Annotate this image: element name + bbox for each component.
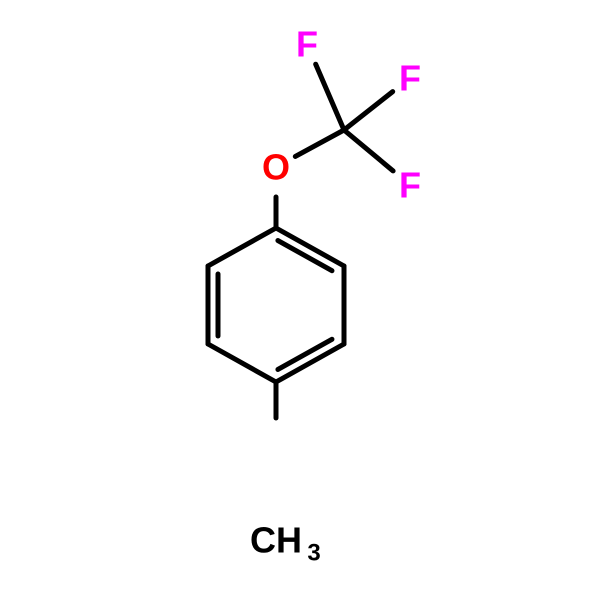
atom-F2: F (399, 58, 421, 99)
atom-CH3-sub: 3 (307, 540, 320, 567)
atom-CH3: CH (250, 520, 302, 561)
molecule-diagram: O F F F CH3 (0, 0, 600, 600)
atom-O: O (262, 147, 290, 188)
atom-F3: F (399, 165, 421, 206)
atom-F1: F (296, 24, 318, 65)
